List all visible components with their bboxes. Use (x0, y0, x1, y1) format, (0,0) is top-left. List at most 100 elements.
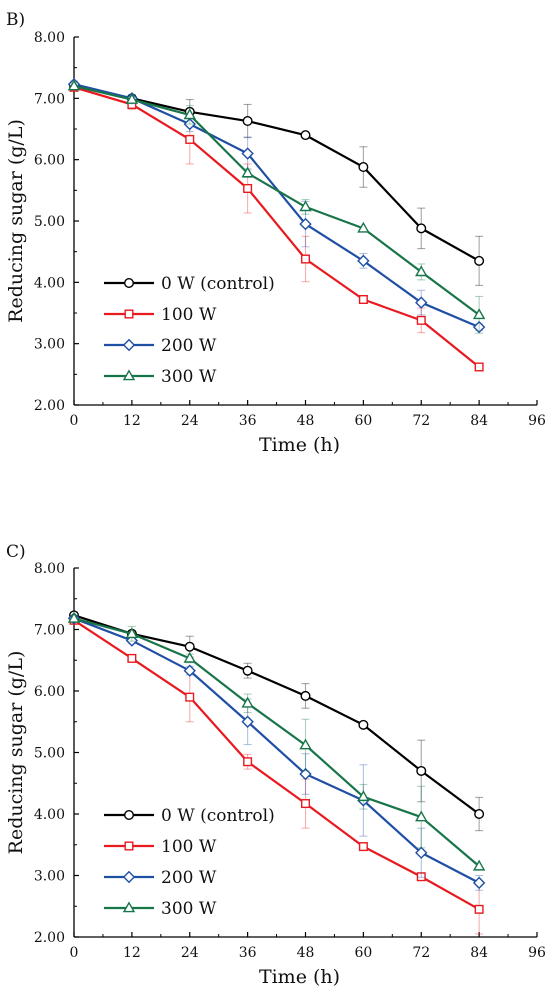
series-line (73, 614, 480, 815)
data-point (241, 715, 254, 728)
y-tick-label: 8.00 (34, 561, 65, 577)
data-point (241, 696, 254, 708)
data-point (241, 147, 254, 160)
data-point (243, 183, 253, 193)
legend-label: 0 W (control) (161, 806, 275, 826)
y-tick-label: 6.00 (34, 684, 65, 700)
y-tick-label: 5.00 (34, 214, 65, 230)
data-point (416, 315, 426, 325)
series-1 (69, 615, 484, 935)
legend-swatch-marker (123, 810, 134, 821)
x-tick-label: 96 (528, 413, 546, 429)
data-point (415, 265, 428, 277)
y-axis-title: Reducing sugar (g/L) (5, 119, 27, 323)
data-point (185, 134, 195, 144)
data-point (474, 255, 485, 266)
x-tick-label: 60 (354, 945, 372, 961)
data-point (416, 223, 427, 234)
data-point (358, 842, 368, 852)
data-point (358, 295, 368, 305)
y-tick-label: 7.00 (34, 623, 65, 639)
legend-label: 200 W (161, 868, 217, 888)
data-point (301, 799, 311, 809)
x-tick-label: 24 (181, 413, 199, 429)
legend-label: 100 W (161, 837, 217, 857)
data-point (299, 767, 312, 781)
series-line (73, 84, 480, 316)
data-point (300, 690, 311, 701)
data-point (299, 738, 312, 750)
x-tick-label: 0 (70, 945, 79, 961)
data-point (474, 904, 484, 914)
data-point (300, 130, 311, 141)
data-point (67, 79, 81, 91)
data-point (357, 790, 370, 802)
y-tick-label: 4.00 (34, 275, 65, 291)
x-tick-label: 12 (123, 945, 141, 961)
panel-label: C) (6, 542, 26, 562)
legend-label: 100 W (161, 305, 217, 325)
y-tick-label: 2.00 (34, 398, 65, 414)
x-tick-label: 24 (181, 945, 199, 961)
legend: 0 W (control) 100 W 200 W 300 W (104, 274, 275, 387)
legend-swatch-marker (122, 369, 136, 381)
x-axis-title: Time (h) (259, 966, 340, 988)
data-point (67, 611, 81, 623)
y-tick-label: 6.00 (34, 153, 65, 169)
panel-label: B) (6, 10, 25, 30)
y-tick-label: 5.00 (34, 746, 65, 762)
legend-label: 200 W (161, 336, 217, 356)
x-tick-label: 48 (297, 413, 315, 429)
x-tick-label: 72 (412, 945, 430, 961)
data-point (183, 108, 196, 120)
data-point (474, 362, 484, 372)
data-point (125, 92, 139, 104)
legend-swatch-marker (124, 841, 134, 851)
data-point (358, 719, 369, 730)
data-point (125, 634, 139, 647)
series-line (73, 86, 480, 368)
data-point (183, 651, 196, 663)
y-tick-label: 3.00 (34, 337, 65, 353)
y-tick-label: 2.00 (34, 930, 65, 946)
series-line (73, 617, 480, 868)
data-point (125, 627, 139, 639)
data-point (183, 664, 196, 677)
legend: 0 W (control) 100 W 200 W 300 W (104, 806, 275, 919)
x-axis-title: Time (h) (259, 434, 340, 456)
chart-panel-c: C) 2.00 3.00 4.00 5.00 6.00 7.00 8.00 0 12 24 36 48 6… (5, 542, 546, 988)
data-point (415, 810, 428, 822)
x-tick-label: 84 (470, 413, 488, 429)
x-tick-label: 48 (297, 945, 315, 961)
series-2 (67, 78, 486, 334)
legend-label: 300 W (161, 899, 217, 919)
series-0 (68, 81, 485, 286)
data-point (472, 320, 486, 334)
data-point (415, 296, 428, 309)
x-tick-label: 36 (239, 413, 257, 429)
legend-label: 0 W (control) (161, 274, 275, 294)
series-3 (67, 79, 486, 334)
legend-swatch-marker (122, 901, 136, 913)
x-tick-label: 12 (123, 413, 141, 429)
data-point (301, 254, 311, 264)
x-tick-label: 96 (528, 945, 546, 961)
data-point (472, 876, 486, 890)
x-tick-label: 36 (239, 945, 257, 961)
y-axis-title: Reducing sugar (g/L) (5, 651, 27, 855)
data-point (241, 166, 254, 178)
y-tick-label: 3.00 (34, 869, 65, 885)
data-point (185, 692, 195, 702)
chart-panel-b: B) 2.00 3.00 4.00 5.00 6.00 7.00 8.00 0 12 24 36 48 6… (5, 10, 546, 456)
data-point (299, 200, 312, 212)
series-line (73, 617, 480, 884)
data-point (243, 757, 253, 767)
series-3 (67, 611, 486, 871)
data-point (358, 162, 369, 173)
y-tick-label: 8.00 (34, 30, 65, 46)
legend-swatch-marker (124, 309, 134, 319)
data-point (299, 217, 312, 231)
data-point (184, 641, 195, 652)
data-point (127, 653, 137, 663)
